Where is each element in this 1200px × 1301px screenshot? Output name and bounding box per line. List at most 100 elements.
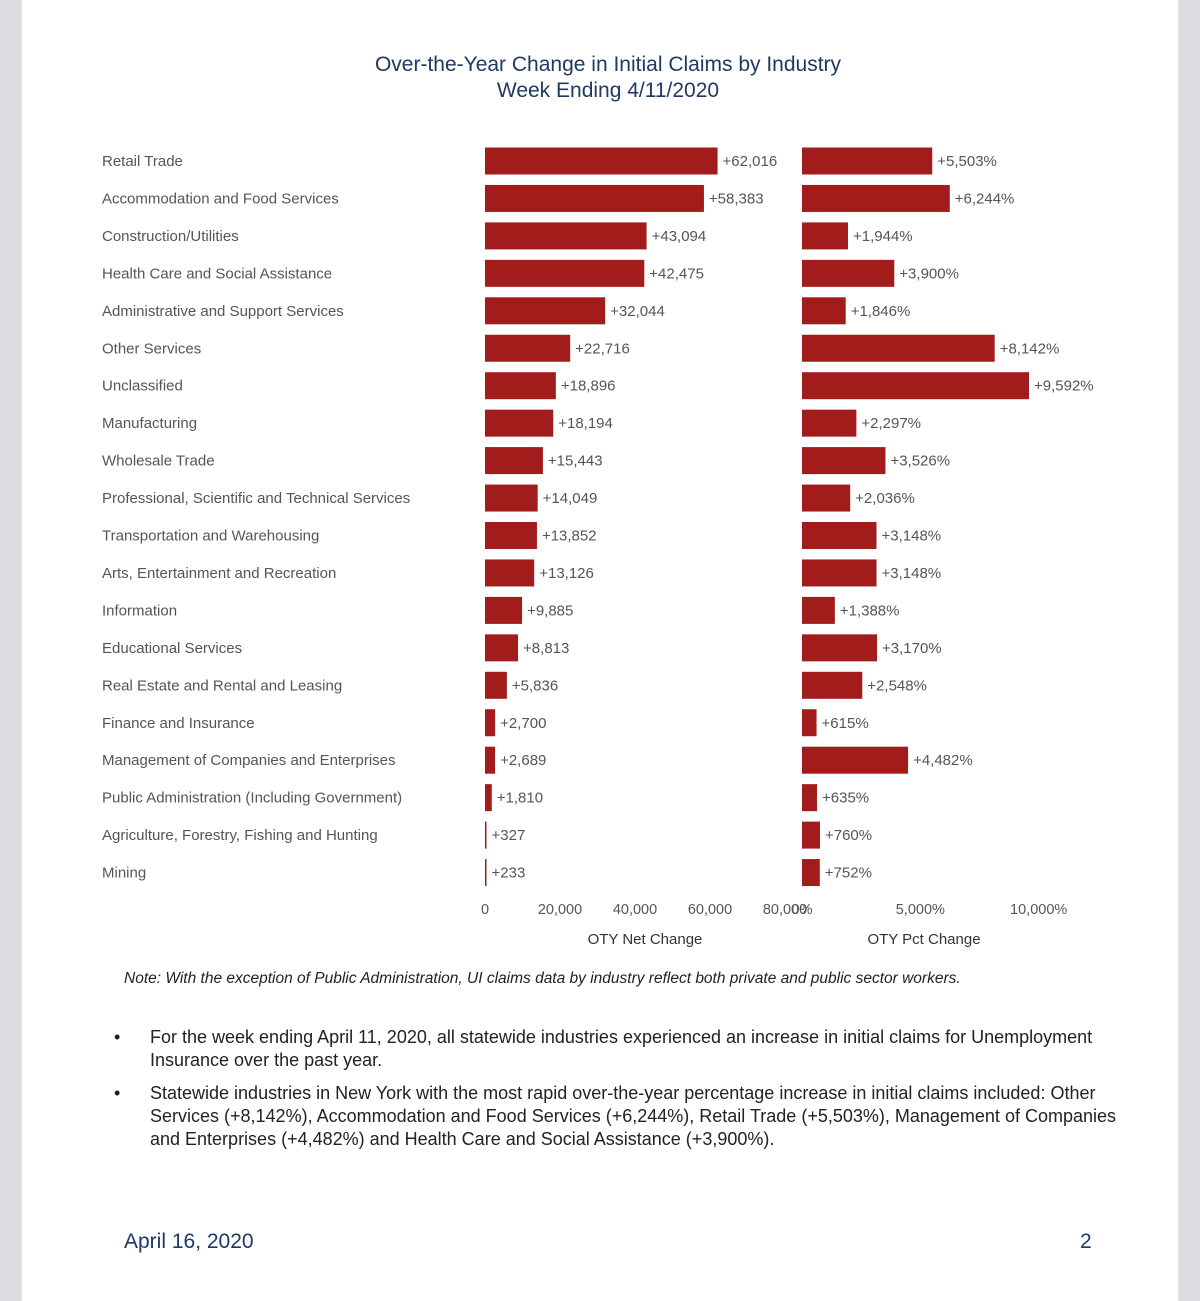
net-change-bar — [485, 372, 556, 400]
pct-change-bar — [802, 259, 895, 287]
pct-change-axis-title: OTY Pct Change — [867, 931, 980, 948]
net-change-bar — [485, 297, 606, 325]
pct-change-tick-label: 0% — [792, 902, 813, 918]
pct-change-bar — [802, 409, 857, 437]
pct-change-bar — [802, 372, 1030, 400]
footer-date: April 16, 2020 — [124, 1230, 254, 1253]
net-change-data-label: +62,016 — [723, 153, 778, 170]
bullet-item: • For the week ending April 11, 2020, al… — [112, 1026, 1122, 1072]
net-change-data-label: +13,126 — [539, 565, 594, 582]
category-label: Finance and Insurance — [102, 715, 255, 732]
pct-change-data-label: +2,297% — [861, 415, 921, 432]
net-change-bar — [485, 746, 496, 774]
net-change-data-label: +42,475 — [649, 265, 704, 282]
net-change-bar — [485, 596, 523, 624]
net-change-data-label: +14,049 — [543, 490, 598, 507]
net-change-bar — [485, 184, 704, 212]
pct-change-data-label: +4,482% — [913, 752, 973, 769]
category-label: Educational Services — [102, 640, 242, 657]
pct-change-bar — [802, 746, 909, 774]
pct-change-data-label: +615% — [822, 715, 869, 732]
category-label: Professional, Scientific and Technical S… — [102, 490, 410, 507]
net-change-bar — [485, 147, 718, 175]
net-change-tick-label: 20,000 — [538, 902, 582, 918]
net-change-bar — [485, 222, 647, 250]
pct-change-data-label: +3,900% — [899, 265, 959, 282]
category-label: Unclassified — [102, 378, 183, 395]
category-label: Manufacturing — [102, 415, 197, 432]
net-change-data-label: +22,716 — [575, 340, 630, 357]
net-change-tick-label: 80,000 — [763, 902, 807, 918]
pct-change-data-label: +3,526% — [890, 453, 950, 470]
net-change-data-label: +9,885 — [527, 602, 573, 619]
pct-change-data-label: +752% — [825, 865, 872, 882]
pct-change-tick-label: 10,000% — [1010, 902, 1067, 918]
chart-subtitle: Week Ending 4/11/2020 — [496, 79, 720, 102]
net-change-data-label: +13,852 — [542, 528, 597, 545]
net-change-bar — [485, 821, 487, 849]
pct-change-bar — [802, 784, 818, 812]
pct-change-data-label: +2,036% — [855, 490, 915, 507]
pct-change-bar — [802, 147, 933, 175]
category-label: Health Care and Social Assistance — [102, 265, 332, 282]
category-label: Mining — [102, 865, 146, 882]
bullet-text: For the week ending April 11, 2020, all … — [150, 1027, 1093, 1070]
pct-change-data-label: +6,244% — [955, 190, 1015, 207]
category-label: Management of Companies and Enterprises — [102, 752, 396, 769]
category-label: Wholesale Trade — [102, 453, 215, 470]
pct-change-data-label: +3,148% — [882, 528, 942, 545]
net-change-data-label: +8,813 — [523, 640, 569, 657]
bullet-marker: • — [114, 1083, 121, 1103]
category-label: Construction/Utilities — [102, 228, 239, 245]
net-change-bar — [485, 522, 537, 549]
net-change-bar — [485, 859, 487, 887]
net-change-tick-label: 0 — [481, 902, 489, 918]
bullet-text: Statewide industries in New York with th… — [150, 1083, 1116, 1149]
pct-change-bar — [802, 859, 820, 887]
net-change-data-label: +32,044 — [610, 303, 665, 320]
category-label: Other Services — [102, 340, 201, 357]
net-change-bar — [485, 484, 538, 512]
pct-change-bar — [802, 634, 878, 662]
net-change-data-label: +18,896 — [561, 378, 616, 395]
net-change-data-label: +58,383 — [709, 190, 764, 207]
chart-title: Over-the-Year Change in Initial Claims b… — [374, 53, 842, 76]
pct-change-bar — [802, 596, 835, 624]
net-change-data-label: +5,836 — [512, 677, 558, 694]
category-label: Information — [102, 602, 177, 619]
pct-change-tick-label: 5,000% — [896, 902, 945, 918]
pct-change-bar — [802, 184, 950, 212]
net-change-data-label: +18,194 — [558, 415, 613, 432]
net-change-bar — [485, 784, 492, 812]
category-label: Public Administration (Including Governm… — [102, 790, 402, 807]
net-change-data-label: +2,689 — [500, 752, 546, 769]
pct-change-bar — [802, 222, 849, 250]
net-change-bar — [485, 559, 535, 587]
net-change-data-label: +327 — [492, 827, 526, 844]
category-label: Arts, Entertainment and Recreation — [102, 565, 336, 582]
pct-change-bar — [802, 821, 820, 849]
pct-change-data-label: +9,592% — [1034, 378, 1094, 395]
category-label: Accommodation and Food Services — [102, 190, 339, 207]
pct-change-bar — [802, 522, 877, 549]
pct-change-bar — [802, 671, 863, 699]
net-change-tick-label: 60,000 — [688, 902, 732, 918]
category-label: Administrative and Support Services — [102, 303, 344, 320]
pct-change-data-label: +1,388% — [840, 602, 900, 619]
net-change-bar — [485, 409, 554, 437]
pct-change-bar — [802, 709, 817, 737]
pct-change-data-label: +3,170% — [882, 640, 942, 657]
pct-change-data-label: +635% — [822, 790, 869, 807]
chart-note: Note: With the exception of Public Admin… — [124, 970, 961, 987]
net-change-bar — [485, 634, 519, 662]
category-label: Real Estate and Rental and Leasing — [102, 677, 342, 694]
pct-change-bar — [802, 559, 877, 587]
net-change-data-label: +2,700 — [500, 715, 546, 732]
pct-change-data-label: +3,148% — [882, 565, 942, 582]
bullet-marker: • — [114, 1027, 121, 1047]
industry-claims-chart: Retail Trade Accommodation and Food Servi… — [102, 147, 1094, 948]
pct-change-bar — [802, 484, 851, 512]
net-change-bar — [485, 671, 507, 699]
pct-change-data-label: +5,503% — [937, 153, 997, 170]
bullet-item: • Statewide industries in New York with … — [112, 1082, 1122, 1151]
